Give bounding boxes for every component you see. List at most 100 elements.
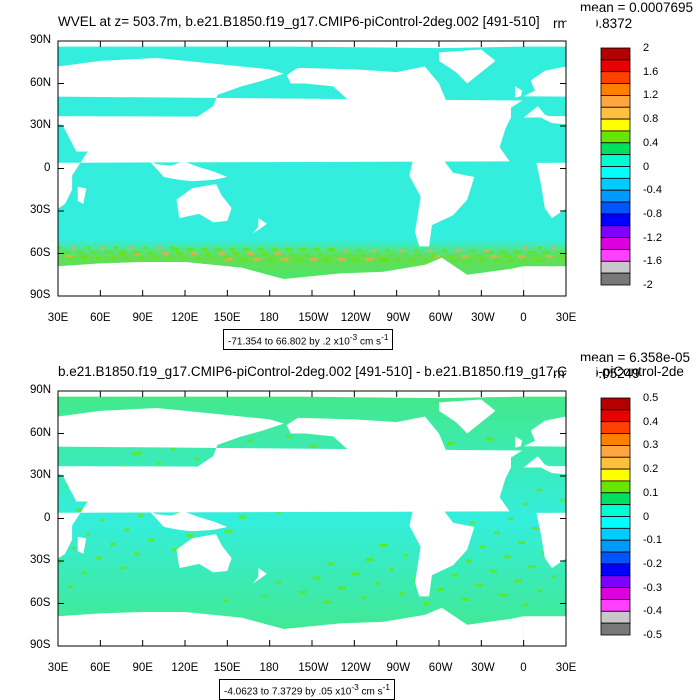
lon-tick-label: 90E [132,312,153,324]
legend-swatch [600,587,631,600]
legend-swatch [600,397,631,411]
lon-tick-label: 120E [171,662,199,674]
lon-tick-label: 30W [471,312,495,324]
land-africa [28,116,511,219]
land-greenland [439,399,496,434]
lat-tick-label: 90S [30,639,51,651]
legend-swatch [600,468,631,482]
lon-tick-label: 30E [555,662,577,674]
legend-swatch [600,59,631,73]
land-africa [28,466,511,569]
lon-tick-label: 30E [47,662,69,674]
lat-tick-label: 90S [30,289,51,301]
land-uk [515,436,523,448]
legend-label: 0.2 [643,463,659,476]
map-title: WVEL at z= 503.7m, b.e21.B1850.f19_g17.C… [58,14,540,29]
land-indonesia [657,511,700,532]
legend-swatch [600,47,631,61]
lon-tick-label: 0 [520,312,527,324]
legend-swatch [600,539,631,553]
land-n_america [286,416,447,508]
world-map-1 [15,41,700,296]
land-madagascar [77,536,87,554]
legend-swatch [600,154,631,167]
lat-tick-label: 30S [30,204,51,216]
legend-swatch [600,106,631,120]
lon-tick-label: 150E [213,312,241,324]
legend-swatch [600,492,631,506]
mean-value: mean = 6.358e-05 [580,350,690,365]
world-map-2 [15,391,700,646]
legend-swatch [600,421,631,434]
legend-swatch [600,177,631,191]
lat-tick-label: 30S [30,554,51,566]
legend-swatch [600,409,631,423]
lat-tick-label: 30N [30,469,52,481]
land-australia [176,534,232,573]
land-indonesia [657,161,700,182]
lon-tick-label: 90W [386,312,411,324]
legend-label: -1.2 [643,231,662,244]
legend-label: -0.4 [643,605,662,618]
lon-tick-label: 120E [171,312,199,324]
legend-label: -0.3 [643,581,662,594]
legend-swatch [600,83,631,96]
lon-tick-label: 120W [340,312,371,324]
land-uk [515,86,523,98]
legend-swatch [600,599,631,612]
legend-swatch [600,213,631,227]
lat-tick-label: 90N [30,34,52,46]
legend-swatch [600,260,631,274]
land-nz [252,568,267,584]
legend-swatch [600,527,631,541]
land-n_america [286,66,447,158]
lon-tick-label: 60W [428,662,453,674]
legend-label: 0.8 [643,113,659,126]
legend-label: 0.5 [643,392,659,404]
legend-swatch [600,456,631,470]
contour-info-box: -4.0623 to 7.3729 by .05 x10-3 cm s-1 [219,679,396,700]
legend-swatch [600,237,631,250]
land-madagascar [77,186,87,204]
legend-swatch [600,622,631,636]
legend-swatch [600,575,631,589]
lon-tick-label: 60E [90,312,111,324]
legend-label: -0.4 [643,184,662,197]
land-australia [684,188,700,219]
legend-swatch [600,71,631,84]
legend-swatch [600,480,631,494]
lon-tick-label: 30E [47,312,69,324]
legend-label: 0.3 [643,439,659,452]
lat-tick-label: 60N [30,426,52,439]
land-antarctica [15,257,524,296]
lon-tick-label: 60E [90,662,111,674]
legend-label: -2 [643,279,653,291]
lon-tick-label: 90E [132,662,153,674]
land-australia [176,184,232,223]
legend-swatch [600,166,631,179]
legend-swatch [600,95,631,108]
lon-tick-label: 150W [298,662,329,674]
legend-swatch [600,563,631,577]
legend-swatch [600,142,631,156]
legend-label: 1.6 [643,65,659,78]
legend-label: 2 [643,42,650,54]
legend-label: -0.5 [643,629,662,641]
land-australia [684,538,700,569]
land-japan [199,456,217,474]
land-s_america [409,504,475,597]
land-indonesia [149,511,228,532]
lon-tick-label: 150W [298,312,329,324]
legend-swatch [600,610,631,624]
legend-label: -0.2 [643,557,662,570]
legend-label: 0 [643,510,650,523]
legend-swatch [600,249,631,262]
lat-tick-label: 0 [44,511,51,524]
mean-value: mean = 0.0007695 [580,0,693,15]
lat-tick-label: 60S [30,596,51,609]
legend-swatch [600,201,631,215]
land-nz [252,218,267,234]
lat-tick-label: 30N [30,119,52,131]
legend-label: 0.1 [643,486,659,499]
lon-tick-label: 60W [428,312,453,324]
